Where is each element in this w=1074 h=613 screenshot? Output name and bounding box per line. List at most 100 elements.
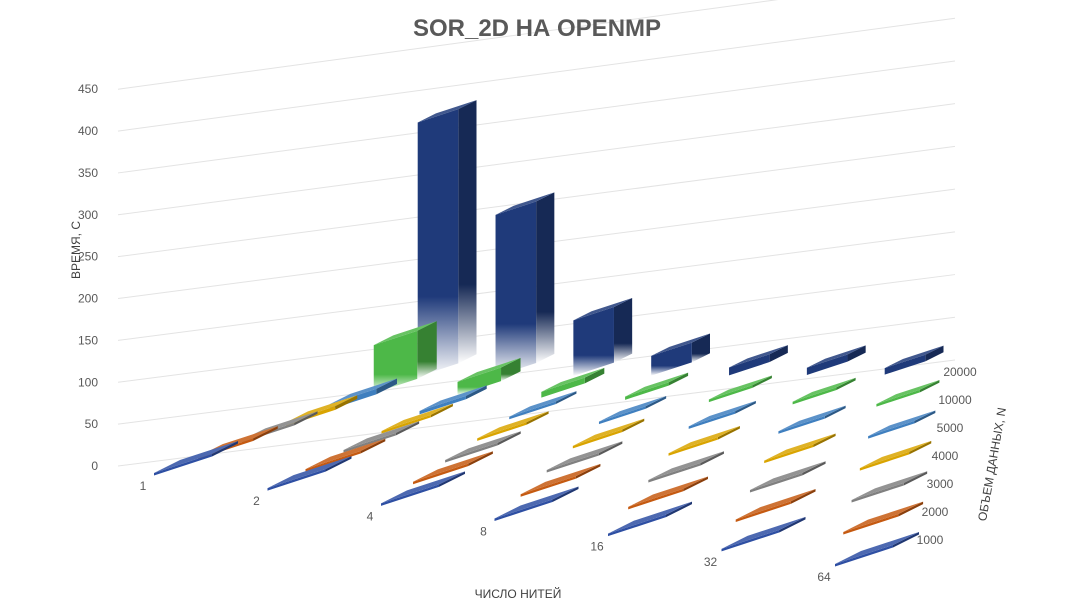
bar-side [468, 451, 493, 467]
x-tick-label: 1 [140, 479, 147, 493]
y-tick-labels: 0 50 100 150 200 250 300 350 400 450 [78, 82, 98, 473]
bar-top [494, 486, 579, 519]
bar-side [836, 377, 856, 391]
bar-front [343, 432, 396, 453]
y-axis-title: ВРЕМЯ, С [69, 221, 83, 279]
bar-front [413, 463, 469, 485]
bar-side [903, 471, 928, 486]
bar-top [708, 375, 772, 400]
bar-side [735, 400, 756, 414]
bar-side [417, 321, 437, 379]
bar-top [651, 333, 710, 356]
bar-top [343, 421, 420, 451]
bar-side [395, 421, 420, 436]
bar [572, 418, 645, 449]
bar-front [735, 501, 791, 522]
bar [373, 321, 437, 394]
bar [648, 451, 724, 483]
bar-front [625, 382, 669, 400]
x-tick-label: 2 [253, 494, 260, 508]
bar [628, 476, 708, 510]
bar [573, 297, 633, 376]
gridline [117, 316, 956, 425]
bar [859, 440, 932, 471]
bar-front [445, 442, 498, 463]
bar-front [792, 387, 837, 405]
bar [546, 441, 623, 473]
gridline [117, 60, 956, 174]
bar [417, 100, 477, 377]
bar-side [914, 410, 936, 424]
bar [495, 192, 555, 377]
bar-top [373, 321, 437, 346]
bar-side [253, 426, 278, 441]
bar-side [497, 431, 521, 446]
depth-tick-label: 1000 [917, 533, 944, 547]
bar-top [445, 431, 521, 461]
bar [688, 400, 756, 429]
bar-top [598, 396, 667, 422]
bar-front [373, 330, 418, 394]
bars-layer [154, 100, 944, 567]
bar-side [458, 100, 477, 364]
bar [608, 501, 692, 537]
bar-top [835, 532, 919, 564]
bar-side [430, 403, 453, 418]
bar-front [495, 201, 537, 377]
bar-side [598, 441, 623, 456]
bar-top [735, 489, 816, 520]
bar-top [843, 501, 924, 533]
bar [419, 385, 487, 415]
bar [541, 367, 605, 398]
bar-side [824, 405, 846, 419]
bar-top [876, 380, 940, 405]
bar [851, 471, 928, 503]
bar-side [536, 192, 555, 364]
bar [457, 357, 521, 396]
bar [884, 345, 944, 375]
gridline [117, 0, 779, 90]
depth-tick-label: 5000 [937, 421, 964, 435]
bar [735, 489, 816, 522]
bar-side [919, 380, 940, 393]
bar-side [802, 461, 826, 476]
bar-top [868, 410, 936, 437]
bar-top [477, 411, 549, 439]
bar-front [477, 422, 527, 441]
y-tick-label: 50 [85, 417, 99, 431]
y-tick-label: 150 [78, 333, 98, 347]
bar-top [381, 403, 453, 431]
bar-side [752, 375, 772, 388]
bar-front [729, 354, 770, 376]
bar-front [419, 395, 466, 415]
bar-top [381, 471, 465, 504]
bar [835, 532, 919, 567]
x-axis-title: ЧИСЛО НИТЕЙ [475, 586, 562, 601]
bar-top [648, 451, 724, 481]
bar-side [769, 345, 788, 363]
bar-front [572, 429, 623, 449]
bar-top [806, 345, 866, 368]
bar-side [552, 486, 579, 502]
bar-side [376, 378, 397, 395]
bar-side [325, 456, 352, 472]
bar [778, 405, 846, 434]
bar-front [267, 469, 326, 491]
bar-side [909, 440, 932, 455]
bar [843, 501, 924, 535]
bar-front [520, 476, 576, 497]
bar-top [329, 378, 397, 405]
bar [381, 471, 465, 506]
bar [305, 438, 386, 472]
bar-front [417, 109, 459, 377]
depth-tick-label: 4000 [932, 449, 959, 463]
bar-side [668, 372, 689, 386]
bar-top [572, 418, 645, 446]
gridline [117, 359, 956, 467]
bar [764, 433, 836, 464]
bar-top [267, 456, 352, 489]
bar-top [668, 426, 740, 454]
bar-top [305, 438, 386, 470]
bar-top [859, 440, 932, 469]
